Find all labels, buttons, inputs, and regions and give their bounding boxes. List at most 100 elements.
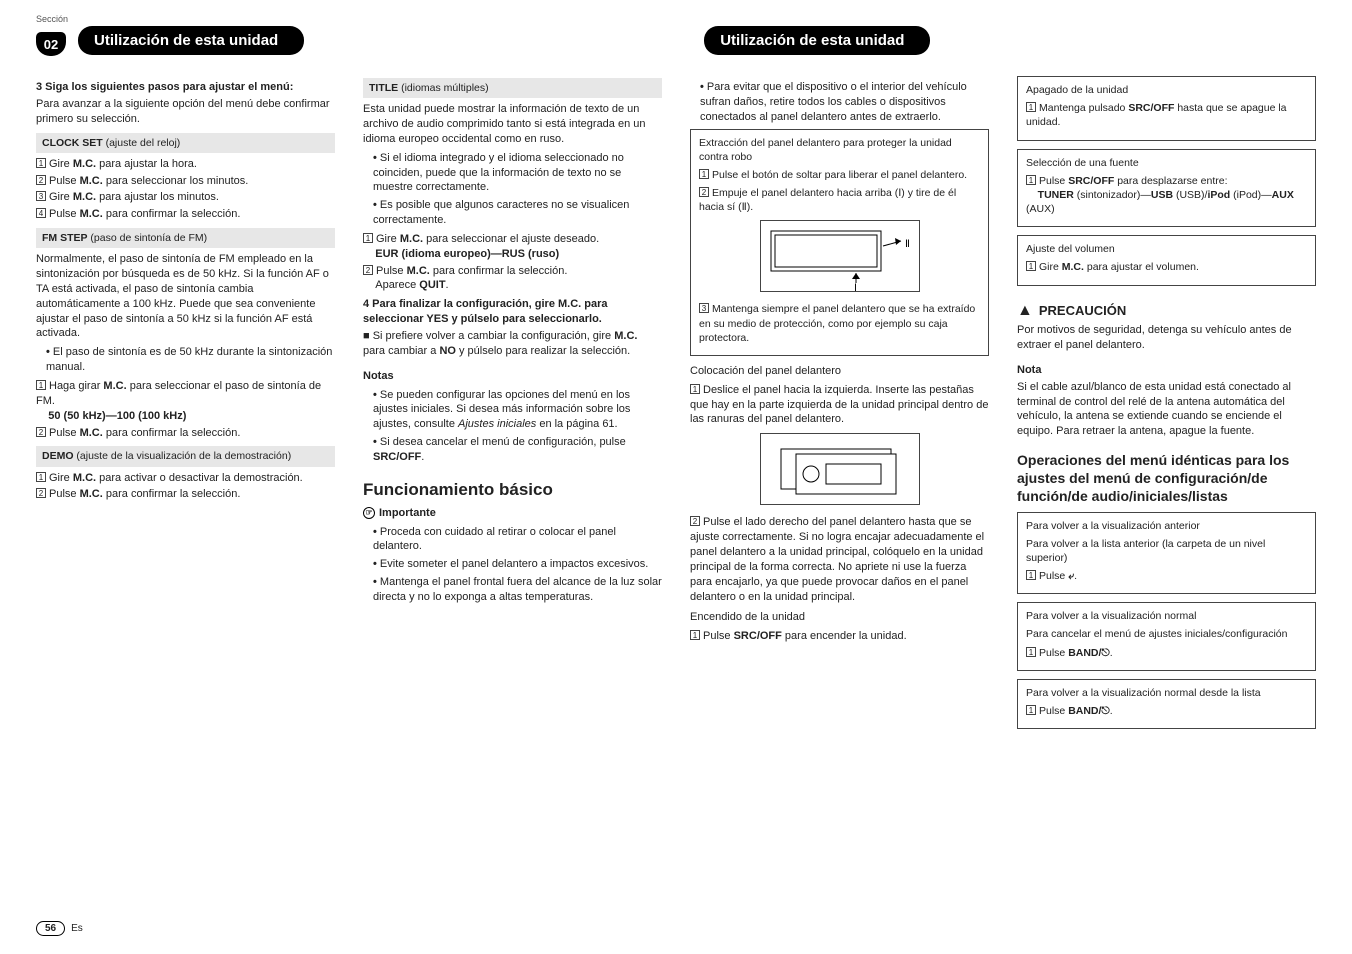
num-icon: 1: [1026, 647, 1036, 657]
num-icon: 2: [699, 187, 709, 197]
extract-box: Extracción del panel delantero para prot…: [690, 129, 989, 356]
clockset-list: 1Gire M.C. para ajustar la hora. 2Pulse …: [36, 157, 335, 222]
fmstep-bullets: El paso de sintonía es de 50 kHz durante…: [36, 345, 335, 375]
title-paren: (idiomas múltiples): [398, 82, 488, 94]
num-icon: 1: [1026, 175, 1036, 185]
title-quit: Aparece QUIT.: [375, 279, 448, 291]
clockset-paren: (ajuste del reloj): [103, 137, 181, 149]
header-title-left: Utilización de esta unidad: [78, 26, 304, 55]
num-icon: 1: [36, 472, 46, 482]
imp-b1: Proceda con cuidado al retirar o colocar…: [373, 525, 662, 555]
clock-item-1: Gire M.C. para ajustar la hora.: [49, 158, 197, 170]
fmstep-opts: 50 (50 kHz)—100 (100 kHz): [48, 410, 186, 422]
notas-header: Notas: [363, 369, 662, 384]
step4-note: ■ Si prefiere volver a cambiar la config…: [363, 329, 662, 359]
box1-l1: Para volver a la visualización anterior: [1026, 519, 1307, 533]
num-icon: 1: [690, 384, 700, 394]
importante-bullets: Proceda con cuidado al retirar o colocar…: [363, 525, 662, 605]
sel-1: Pulse SRC/OFF para desplazarse entre:: [1039, 175, 1228, 187]
demo-step2: Pulse M.C. para confirmar la selección.: [49, 488, 240, 500]
operaciones-heading: Operaciones del menú idénticas para los …: [1017, 451, 1316, 506]
importante-label: Importante: [379, 506, 436, 521]
clock-item-2: Pulse M.C. para seleccionar los minutos.: [49, 175, 248, 187]
step4-heading: 4 Para finalizar la configuración, gire …: [363, 297, 662, 327]
return-prev-box: Para volver a la visualización anterior …: [1017, 512, 1316, 595]
num-icon: 3: [699, 303, 709, 313]
fmstep-paren: (paso de sintonía de FM): [88, 232, 208, 244]
num-icon: 3: [36, 191, 46, 201]
fmstep-box: FM STEP (paso de sintonía de FM): [36, 228, 335, 248]
header-title-right: Utilización de esta unidad: [704, 26, 930, 55]
page-lang: Es: [71, 923, 83, 934]
num-icon: 2: [36, 488, 46, 498]
num-icon: 2: [690, 516, 700, 526]
step3-body: Para avanzar a la siguiente opción del m…: [36, 97, 335, 127]
chapter-number: 02: [36, 32, 66, 56]
num-icon: 1: [1026, 570, 1036, 580]
return-from-list-box: Para volver a la visualización normal de…: [1017, 679, 1316, 729]
seleccion-box: Selección de una fuente 1Pulse SRC/OFF p…: [1017, 149, 1316, 228]
num-icon: 1: [363, 233, 373, 243]
extract-1: Pulse el botón de soltar para liberar el…: [712, 169, 967, 181]
coloc-1: Deslice el panel hacia la izquierda. Ins…: [690, 384, 988, 426]
fmstep-bullet-1: El paso de sintonía es de 50 kHz durante…: [46, 345, 335, 375]
page-header: 02 Utilización de esta unidad Utilizació…: [36, 24, 1316, 56]
clock-item-3: Gire M.C. para ajustar los minutos.: [49, 191, 219, 203]
notas-bullets: Se pueden configurar las opciones del me…: [363, 388, 662, 465]
notas-b2: Si desea cancelar el menú de configuraci…: [373, 435, 662, 465]
fmstep-body: Normalmente, el paso de sintonía de FM e…: [36, 252, 335, 341]
fmstep-step2: Pulse M.C. para confirmar la selección.: [49, 427, 240, 439]
num-icon: 4: [36, 208, 46, 218]
panel-remove-illustration: Ⅱ Ⅰ: [760, 220, 920, 292]
page-footer: 56 Es: [36, 921, 83, 936]
enc-1: Pulse SRC/OFF para encender la unidad.: [703, 630, 907, 642]
panel-attach-illustration: [760, 433, 920, 505]
precaucion-row: ▲ PRECAUCIÓN: [1017, 300, 1316, 322]
funcionamiento-heading: Funcionamiento básico: [363, 479, 662, 502]
clockset-box: CLOCK SET (ajuste del reloj): [36, 133, 335, 153]
num-icon: 2: [36, 175, 46, 185]
column-2: TITLE (idiomas múltiples) Esta unidad pu…: [363, 76, 662, 737]
num-icon: 1: [690, 630, 700, 640]
coloc-hdr: Colocación del panel delantero: [690, 364, 989, 379]
title-steps: 1Gire M.C. para seleccionar el ajuste de…: [363, 232, 662, 293]
title-bullets: Si el idioma integrado y el idioma selec…: [363, 151, 662, 228]
num-icon: 1: [1026, 705, 1036, 715]
column-4: Apagado de la unidad 1Mantenga pulsado S…: [1017, 76, 1316, 737]
nota-body: Si el cable azul/blanco de esta unidad e…: [1017, 380, 1316, 439]
num-icon: 2: [363, 265, 373, 275]
demo-steps: 1Gire M.C. para activar o desactivar la …: [36, 471, 335, 503]
num-icon: 2: [36, 427, 46, 437]
num-icon: 1: [1026, 261, 1036, 271]
svg-text:Ⅰ: Ⅰ: [854, 283, 857, 291]
sel-opts: TUNER (sintonizador)—USB (USB)/iPod (iPo…: [1026, 189, 1294, 215]
demo-title: DEMO: [42, 450, 74, 462]
section-label: Sección: [36, 14, 68, 24]
apag-hdr: Apagado de la unidad: [1026, 83, 1307, 97]
notas-b1: Se pueden configurar las opciones del me…: [373, 388, 662, 433]
column-3: Para evitar que el dispositivo o el inte…: [690, 76, 989, 737]
imp-b3: Mantenga el panel frontal fuera del alca…: [373, 575, 662, 605]
clock-item-4: Pulse M.C. para confirmar la selección.: [49, 208, 240, 220]
num-icon: 1: [1026, 102, 1036, 112]
extract-3: Mantenga siempre el panel delantero que …: [699, 303, 975, 343]
fmstep-steps: 1Haga girar M.C. para seleccionar el pas…: [36, 379, 335, 440]
importante-row: ☞ Importante: [363, 506, 662, 521]
imp-b2: Evite someter el panel delantero a impac…: [373, 557, 662, 572]
col3-top-bullet: Para evitar que el dispositivo o el inte…: [690, 80, 989, 125]
title-box: TITLE (idiomas múltiples): [363, 78, 662, 98]
num-icon: 1: [699, 169, 709, 179]
demo-box: DEMO (ajuste de la visualización de la d…: [36, 446, 335, 466]
vol-1: Gire M.C. para ajustar el volumen.: [1039, 261, 1199, 273]
box3-l1: Para volver a la visualización normal de…: [1026, 686, 1307, 700]
num-icon: 1: [36, 158, 46, 168]
title-body: Esta unidad puede mostrar la información…: [363, 102, 662, 147]
clockset-title: CLOCK SET: [42, 137, 103, 149]
encendido-hdr: Encendido de la unidad: [690, 610, 989, 625]
extract-2: Empuje el panel delantero hacia arriba (…: [699, 187, 956, 213]
return-normal-box: Para volver a la visualización normal Pa…: [1017, 602, 1316, 671]
demo-step1: Gire M.C. para activar o desactivar la d…: [49, 472, 303, 484]
box1-l2: Para volver a la lista anterior (la carp…: [1026, 537, 1307, 565]
vol-hdr: Ajuste del volumen: [1026, 242, 1307, 256]
volumen-box: Ajuste del volumen 1Gire M.C. para ajust…: [1017, 235, 1316, 285]
